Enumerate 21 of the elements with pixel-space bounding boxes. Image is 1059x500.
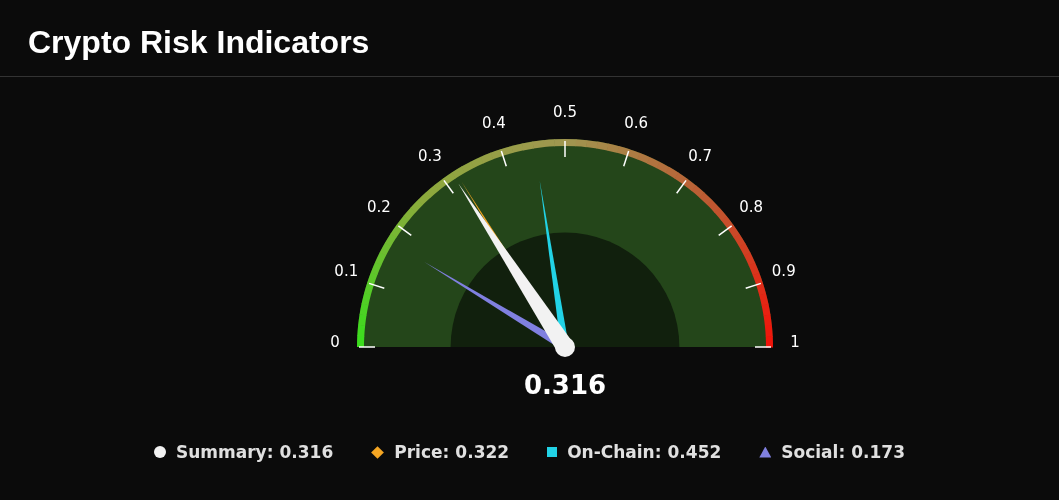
text: 0.2	[367, 197, 391, 216]
legend-label: Social:	[781, 442, 846, 462]
text: 0.5	[553, 102, 577, 121]
legend-label: On-Chain:	[567, 442, 662, 462]
data-label: 0.316	[279, 442, 334, 462]
text: 0.4	[482, 114, 506, 133]
legend-label: Price:	[394, 442, 450, 462]
text: 0.6	[624, 114, 648, 133]
text: 0.316	[523, 369, 607, 400]
text: 0	[330, 332, 340, 351]
text: 0.9	[771, 261, 796, 280]
legend-label: Summary:	[175, 442, 274, 462]
text: 0.7	[688, 146, 713, 165]
data-label: 0.173	[851, 442, 906, 462]
text: 0.1	[334, 261, 359, 280]
text: 0.8	[739, 197, 763, 216]
text: 1	[790, 332, 800, 351]
data-label: 0.452	[667, 442, 722, 462]
text: Crypto Risk Indicators	[0, 0, 1059, 77]
data-label: 0.322	[455, 442, 510, 462]
text: 0.3	[417, 146, 442, 165]
